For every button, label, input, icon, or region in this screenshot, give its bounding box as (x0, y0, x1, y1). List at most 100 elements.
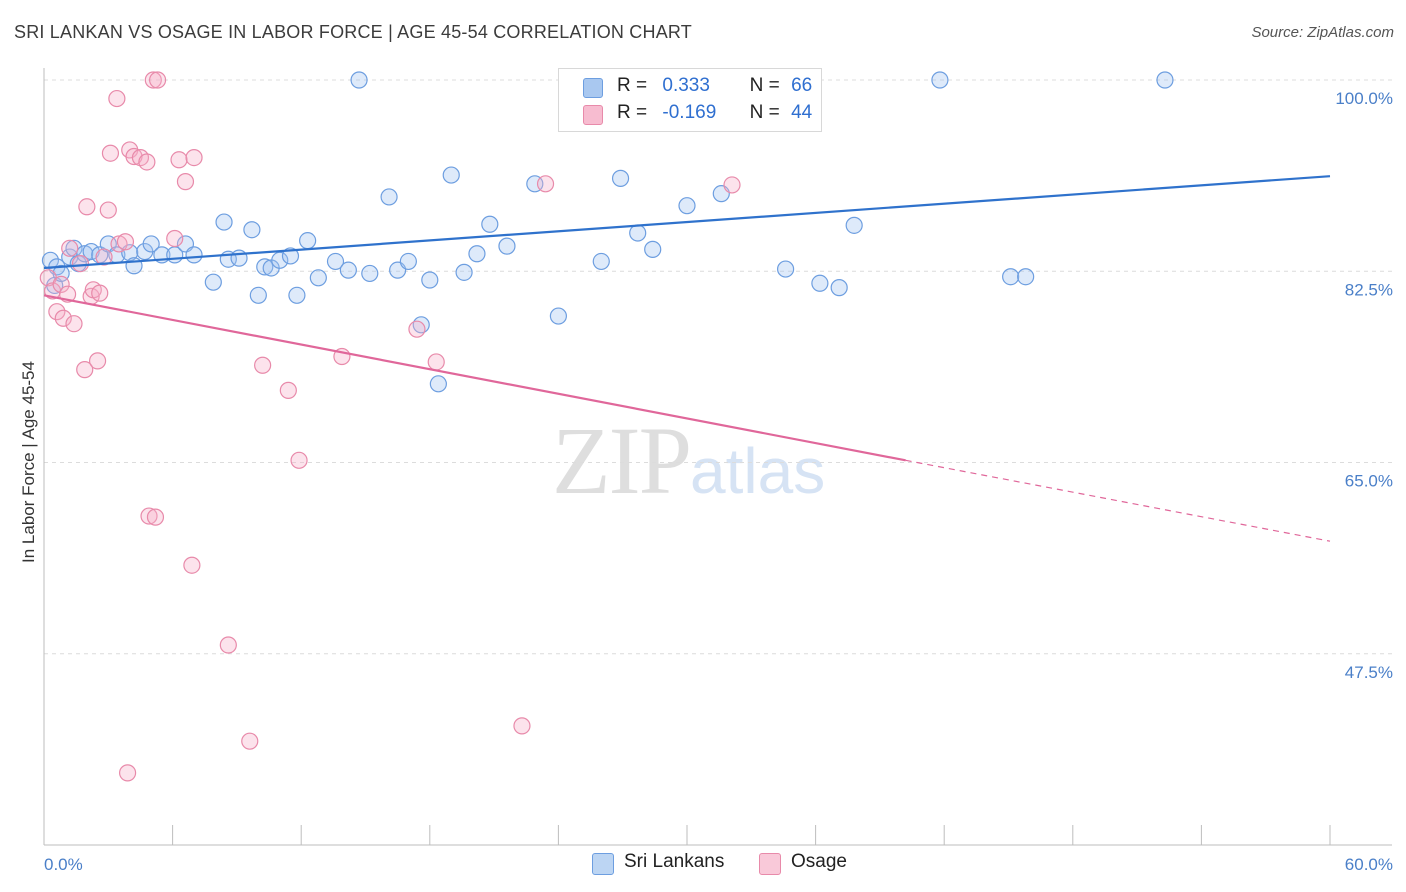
point-osage (99, 201, 117, 219)
legend-n-label: N = (749, 75, 780, 96)
legend-r-label: R = (617, 102, 648, 123)
gridlines (44, 79, 1392, 655)
x-tick-label: 0.0% (44, 855, 83, 874)
point-osage (118, 764, 137, 782)
point-osage (78, 198, 96, 216)
stats-legend: R = 0.333 N = 66 R = -0.169 N = 44 (558, 68, 822, 132)
watermark-atlas: atlas (690, 435, 826, 507)
point-sri-lankans (288, 286, 306, 304)
legend-r-value: 0.333 (662, 75, 710, 96)
point-sri-lankans (281, 247, 300, 265)
point-sri-lankans (442, 166, 460, 184)
point-sri-lankans (481, 215, 499, 233)
point-osage (48, 303, 66, 321)
point-osage (170, 151, 188, 169)
y-axis-label: In Labor Force | Age 45-54 (19, 361, 38, 563)
legend-swatch-sri-lankans (583, 78, 603, 98)
point-osage (108, 89, 126, 108)
point-sri-lankans (309, 269, 327, 287)
point-osage (116, 233, 135, 251)
point-sri-lankans (421, 271, 439, 289)
point-sri-lankans (1156, 71, 1174, 89)
point-sri-lankans (611, 169, 630, 187)
point-osage (176, 173, 195, 191)
legend-r-value: -0.169 (662, 102, 717, 123)
point-osage (65, 315, 83, 333)
point-sri-lankans (1017, 268, 1035, 286)
point-osage (183, 556, 201, 574)
point-sri-lankans (776, 260, 795, 278)
point-sri-lankans (204, 273, 222, 291)
trend-line-sri-lankans (43, 175, 1331, 270)
point-sri-lankans (185, 246, 203, 264)
point-osage (241, 732, 259, 750)
point-osage (427, 353, 445, 371)
point-sri-lankans (230, 249, 248, 267)
point-sri-lankans (629, 224, 647, 242)
point-osage (148, 71, 167, 89)
point-osage (408, 320, 426, 338)
legend-n-label: N = (749, 102, 780, 123)
x-tick-label: 60.0% (1345, 855, 1393, 874)
trend-lines (43, 175, 1331, 542)
point-osage (166, 229, 184, 248)
point-sri-lankans (455, 263, 473, 281)
point-sri-lankans (256, 258, 274, 276)
point-osage (279, 381, 297, 399)
y-tick-label: 65.0% (1345, 472, 1393, 491)
point-osage (536, 175, 555, 193)
point-sri-lankans (830, 279, 848, 297)
point-osage (125, 147, 143, 166)
point-osage (76, 361, 94, 379)
trend-line-extension-osage (905, 459, 1331, 542)
point-sri-lankans (142, 235, 160, 253)
point-osage (290, 451, 308, 469)
point-sri-lankans (339, 261, 357, 279)
point-osage (185, 148, 203, 167)
point-osage (95, 248, 113, 266)
point-sri-lankans (399, 252, 417, 271)
point-sri-lankans (498, 237, 516, 255)
point-sri-lankans (326, 252, 345, 271)
legend-swatch-osage (583, 105, 603, 125)
point-sri-lankans (592, 252, 610, 271)
source-label: Source: ZipAtlas.com (1251, 24, 1394, 41)
y-tick-label: 82.5% (1345, 280, 1393, 299)
point-osage (91, 284, 109, 302)
data-points (39, 71, 1174, 782)
axis-labels: 100.0% 82.5% 65.0% 47.5% 0.0% 60.0% In Labor F… (19, 89, 1393, 874)
point-sri-lankans (76, 245, 94, 263)
point-sri-lankans (350, 71, 368, 89)
point-osage (254, 356, 272, 374)
trend-line-osage (43, 294, 906, 462)
point-sri-lankans (931, 71, 949, 89)
point-sri-lankans (380, 188, 398, 206)
point-osage (219, 636, 237, 654)
point-osage (71, 255, 90, 273)
chart-title: SRI LANKAN VS OSAGE IN LABOR FORCE | AGE… (14, 22, 692, 42)
point-osage (101, 144, 120, 162)
bottom-legend-swatch-sri-lankans (592, 853, 614, 875)
point-osage (61, 239, 79, 257)
bottom-legend-swatch-osage (759, 853, 781, 875)
point-sri-lankans (549, 307, 568, 325)
point-sri-lankans (243, 221, 261, 239)
point-osage (110, 235, 128, 253)
point-osage (513, 717, 531, 735)
point-sri-lankans (361, 264, 379, 283)
point-sri-lankans (1002, 268, 1020, 286)
legend-r-label: R = (617, 75, 648, 96)
point-sri-lankans (644, 240, 662, 258)
point-sri-lankans (271, 251, 289, 269)
point-osage (140, 507, 158, 525)
point-sri-lankans (678, 197, 696, 215)
axes (43, 68, 1392, 846)
bottom-legend-label-osage: Osage (791, 851, 847, 872)
point-sri-lankans (429, 375, 447, 393)
point-sri-lankans (215, 213, 233, 231)
point-osage (723, 176, 741, 194)
legend-n-value: 66 (791, 75, 813, 96)
point-osage (54, 309, 72, 327)
y-tick-label: 47.5% (1345, 663, 1393, 682)
